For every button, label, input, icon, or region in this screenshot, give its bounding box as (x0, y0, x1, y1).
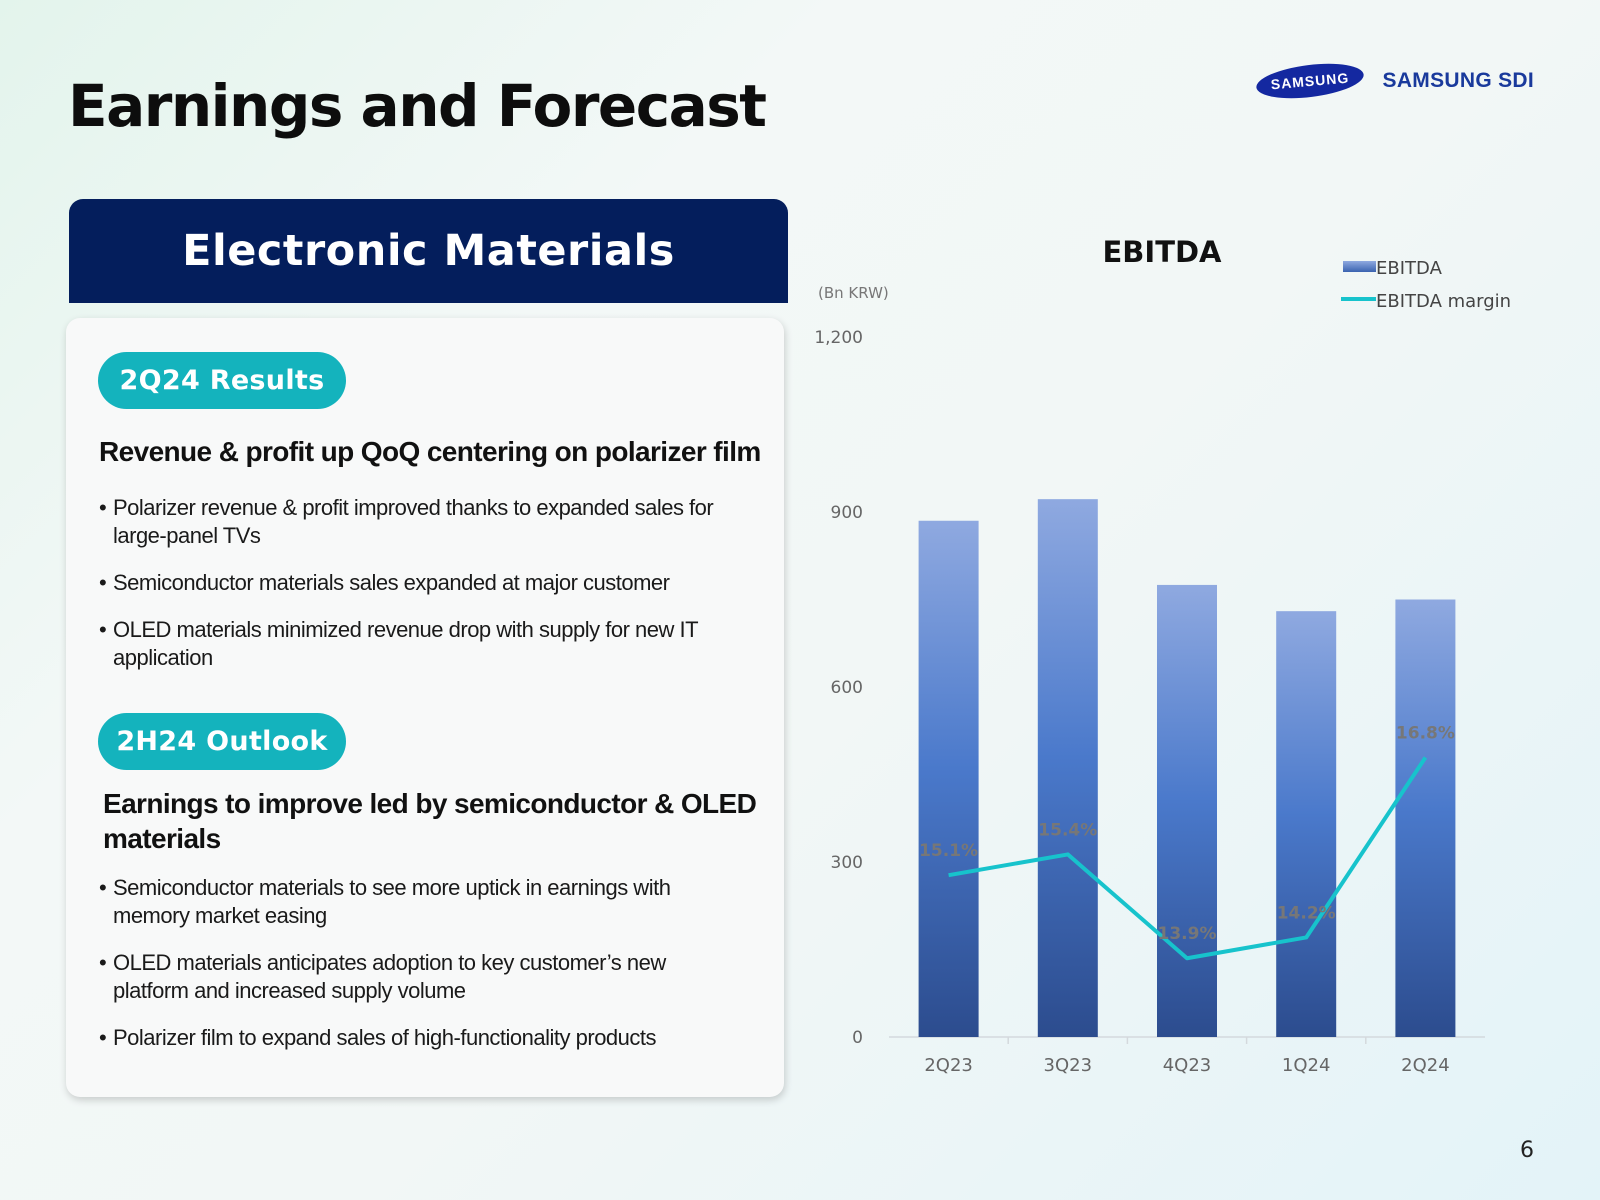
page-number: 6 (1520, 1138, 1534, 1163)
chart-title: EBITDA (1102, 235, 1222, 269)
legend-bar-swatch (1343, 261, 1376, 272)
x-tick-label: 2Q24 (1401, 1055, 1450, 1076)
samsung-logo: SAMSUNG (1255, 60, 1365, 102)
results-pill: 2Q24 Results (98, 352, 346, 409)
y-tick-label: 600 (831, 678, 863, 698)
outlook-pill: 2H24 Outlook (98, 713, 346, 770)
results-bullet: OLED materials minimized revenue drop wi… (99, 616, 733, 672)
margin-data-label: 16.8% (1396, 724, 1455, 744)
page-title: Earnings and Forecast (68, 72, 767, 140)
y-tick-label: 900 (831, 503, 863, 523)
x-tick-label: 2Q23 (924, 1055, 973, 1076)
results-bullets: Polarizer revenue & profit improved than… (99, 494, 733, 691)
ebitda-bar (1157, 584, 1217, 1037)
y-tick-label: 1,200 (814, 328, 863, 348)
ebitda-bar (1276, 611, 1337, 1037)
legend-ebitda: EBITDA (1376, 258, 1443, 279)
legend-ebitda-margin: EBITDA margin (1376, 291, 1511, 312)
chart-legend: EBITDA EBITDA margin (1341, 258, 1511, 312)
x-tick-label: 3Q23 (1044, 1055, 1093, 1076)
margin-data-label: 13.9% (1158, 924, 1217, 944)
outlook-bullets: Semiconductor materials to see more upti… (99, 874, 733, 1071)
margin-data-label: 14.2% (1277, 903, 1336, 923)
margin-data-label: 15.1% (919, 841, 978, 861)
panel-card: 2Q24 Results Revenue & profit up QoQ cen… (66, 318, 784, 1097)
panel-header: Electronic Materials (69, 199, 788, 303)
outlook-bullet: OLED materials anticipates adoption to k… (99, 949, 733, 1005)
x-tick-label: 1Q24 (1282, 1055, 1331, 1076)
ebitda-bar (1037, 499, 1098, 1038)
y-tick-label: 0 (852, 1028, 863, 1048)
results-bullet: Polarizer revenue & profit improved than… (99, 494, 733, 550)
panel-header-title: Electronic Materials (182, 226, 675, 276)
outlook-bullet: Polarizer film to expand sales of high-f… (99, 1024, 733, 1052)
results-bullet: Semiconductor materials sales expanded a… (99, 569, 733, 597)
brand-logos: SAMSUNG SAMSUNG SDI (1255, 60, 1534, 102)
ebitda-bar (1395, 599, 1456, 1037)
results-headline: Revenue & profit up QoQ centering on pol… (99, 436, 761, 467)
outlook-bullet: Semiconductor materials to see more upti… (99, 874, 733, 930)
ebitda-margin-line (948, 756, 1428, 961)
ebitda-bar (918, 520, 979, 1037)
samsung-sdi-logo: SAMSUNG SDI (1382, 69, 1534, 92)
outlook-headline: Earnings to improve led by semiconductor… (103, 788, 757, 854)
x-tick-label: 4Q23 (1163, 1055, 1212, 1076)
y-tick-label: 300 (831, 853, 863, 873)
margin-data-label: 15.4% (1038, 820, 1097, 840)
chart-unit-label: (Bn KRW) (818, 284, 889, 302)
